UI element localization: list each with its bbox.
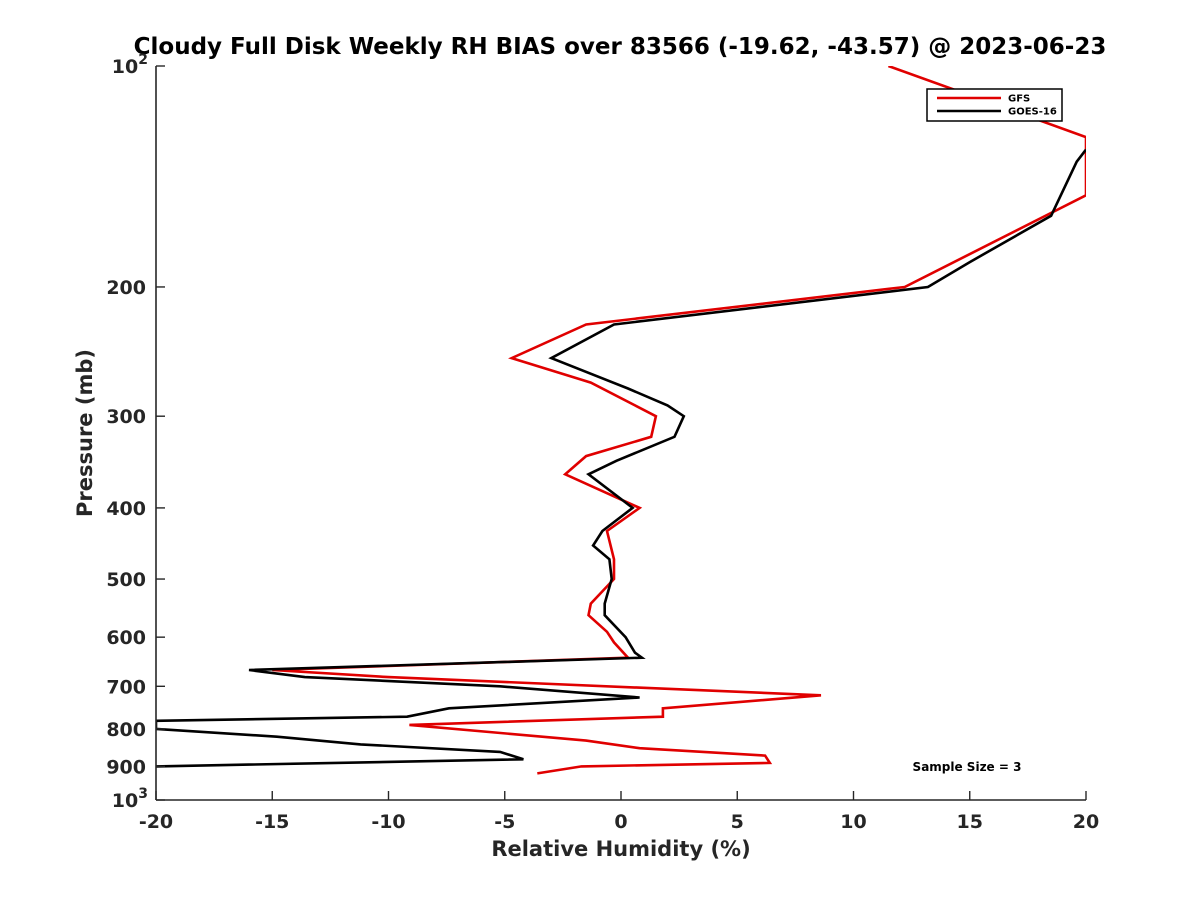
x-tick-label: -10 [371, 811, 405, 833]
legend-label: GOES-16 [1008, 107, 1057, 118]
chart-title: Cloudy Full Disk Weekly RH BIAS over 835… [134, 34, 1107, 60]
x-tick-label: 5 [731, 811, 744, 833]
y-tick-label: 800 [106, 719, 146, 741]
x-tick-label: -20 [139, 811, 173, 833]
x-axis-label: Relative Humidity (%) [491, 837, 750, 861]
legend: GFS GOES-16 [926, 88, 1063, 122]
x-tick-label: 10 [840, 811, 866, 833]
y-tick-label: 300 [106, 406, 146, 428]
y-tick-label: 103 [112, 786, 148, 812]
series-layer [156, 66, 1086, 775]
y-axis-label: Pressure (mb) [73, 349, 97, 517]
legend-label: GFS [1008, 94, 1030, 105]
y-tick-label: 700 [106, 676, 146, 698]
y-tick-label: 200 [106, 277, 146, 299]
y-tick-label: 900 [106, 756, 146, 778]
x-tick-label: 15 [957, 811, 983, 833]
x-tick-label: -5 [494, 811, 515, 833]
y-tick-label: 600 [106, 627, 146, 649]
series-line-goes-16 [156, 148, 1086, 768]
axes-layer: -20 -15 -10 -5 0 5 10 15 20 102 200 300 400 500 600 700… [106, 52, 1099, 833]
x-tick-label: 20 [1073, 811, 1099, 833]
y-tick-label: 500 [106, 569, 146, 591]
x-tick-label: -15 [255, 811, 289, 833]
sample-size-annotation: Sample Size = 3 [913, 760, 1022, 774]
x-tick-label: 0 [614, 811, 627, 833]
y-tick-label: 400 [106, 498, 146, 520]
legend-box [926, 88, 1063, 122]
series-line-gfs [272, 66, 1086, 775]
y-tick-label: 102 [112, 52, 148, 78]
